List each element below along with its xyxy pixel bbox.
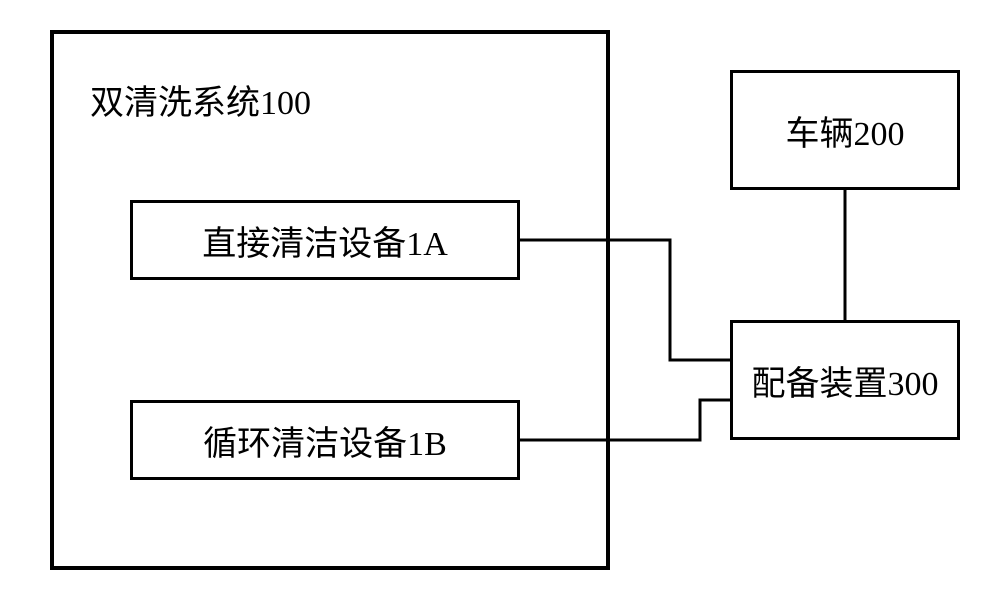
vehicle-label: 车辆200 — [786, 106, 905, 155]
equipment-label: 配备装置300 — [752, 356, 939, 405]
diagram-canvas: 双清洗系统100 直接清洁设备1A 循环清洁设备1B 车辆200 配备装置300 — [0, 0, 1000, 608]
equipment-block: 配备装置300 — [730, 320, 960, 440]
loop-cleaning-label: 循环清洁设备1B — [203, 416, 447, 465]
direct-cleaning-label: 直接清洁设备1A — [202, 216, 448, 265]
system-title: 双清洗系统100 — [90, 75, 311, 124]
loop-cleaning-block: 循环清洁设备1B — [130, 400, 520, 480]
vehicle-block: 车辆200 — [730, 70, 960, 190]
direct-cleaning-block: 直接清洁设备1A — [130, 200, 520, 280]
